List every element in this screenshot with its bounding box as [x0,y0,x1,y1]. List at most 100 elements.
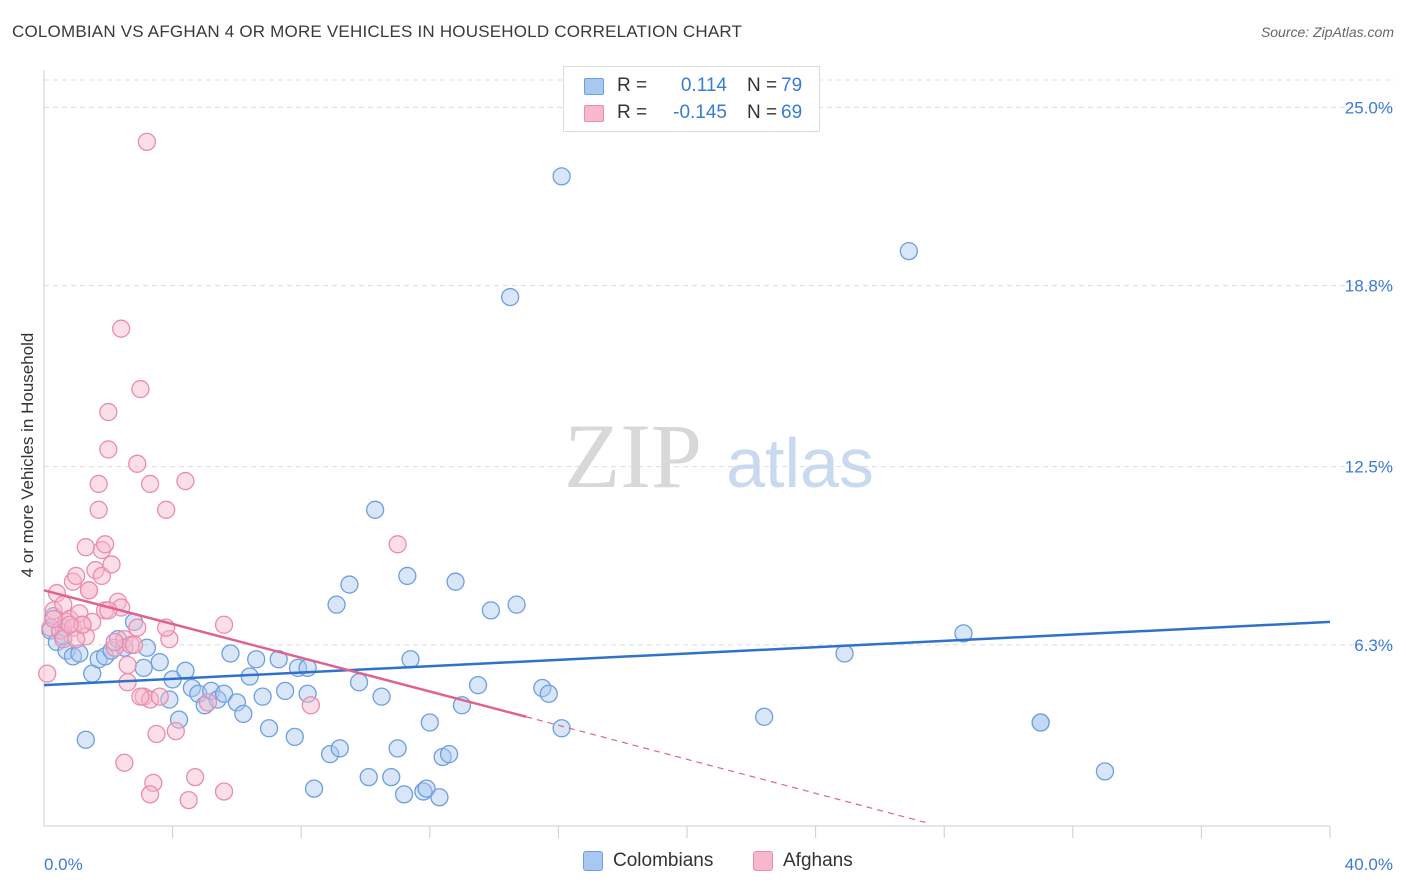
colombians-point [340,575,359,594]
afghans-point [79,581,99,600]
afghans-point [150,687,169,706]
n-label: N = [747,102,778,123]
colombians-point [899,241,918,261]
afghans-point [140,785,160,804]
y-tick-label: 25.0% [1345,98,1393,117]
afghans-swatch-icon [584,104,604,122]
afghans-point [99,402,118,422]
colombians-point [414,782,433,801]
r-value-afghans: -0.145 [673,102,727,123]
afghans-point [102,555,121,574]
colombians-point [755,707,774,726]
afghans-point [118,655,137,675]
correlation-legend: R = 0.114 N = 79 R = -0.145 N = 69 [563,66,820,132]
n-label: N = [747,75,778,96]
legend-item-afghans[interactable]: Afghans [753,850,853,872]
y-axis-label: 4 or more Vehicles in Household [18,333,37,578]
legend-label-afghans: Afghans [783,850,853,871]
colombians-point [398,566,417,586]
colombians-swatch-icon [584,77,604,95]
afghans-point [89,474,108,494]
colombians-point [1095,762,1115,781]
afghans-point [112,319,131,338]
colombians-point [481,601,501,620]
afghans-point [131,379,150,399]
legend-row-afghans: R = -0.145 N = 69 [584,101,802,125]
n-value-colombians: 79 [781,75,803,96]
afghans-point [301,696,320,715]
colombians-point [76,730,95,749]
colombians-point [954,624,973,643]
colombians-point [539,684,558,703]
afghans-point [95,535,115,554]
afghans-point [166,721,185,741]
labels-layer: 6.3% 12.5% 18.8% 25.0% 0.0% 40.0% 4 or more Ve… [18,98,1393,874]
colombians-trend-line [43,620,1331,687]
afghans-point [63,572,83,591]
afghans-point [73,615,92,634]
legend-item-colombians[interactable]: Colombians [583,850,713,872]
afghans-trend-extension [526,716,929,824]
afghans-point [124,635,144,655]
colombians-point [507,595,526,614]
colombians-point [446,572,465,591]
chart-title: COLOMBIAN VS AFGHAN 4 OR MORE VEHICLES I… [12,22,743,41]
colombians-point [349,673,369,692]
afghans-point [160,630,179,649]
colombians-point [552,167,571,186]
colombians-point [430,788,449,807]
colombians-point [327,595,346,614]
colombians-point [214,684,234,703]
afghans-point [131,687,150,706]
afghans-point [89,500,108,519]
afghans-point [115,753,134,772]
n-value-afghans: 69 [781,102,803,123]
afghans-point [140,474,160,494]
colombians-point [259,719,279,738]
afghans-point [38,664,57,683]
afghans-point [60,615,79,634]
afghans-point [137,132,157,152]
legend-row-colombians: R = 0.114 N = 79 [584,74,802,98]
colombians-point [247,650,266,669]
colombians-point [134,658,153,678]
colombians-point [253,687,272,706]
watermark-atlas: atlas [726,424,874,502]
colombians-point [285,727,304,747]
colombians-point [372,687,391,706]
r-label: R = [617,102,648,123]
afghans-point [198,693,218,712]
colombians-point [835,644,854,663]
afghans-point [157,500,176,519]
trend-layer [43,589,1331,824]
afghans-point [128,454,147,473]
x-tick-label: 0.0% [44,855,83,874]
colombians-point [417,779,436,798]
colombians-point [330,739,349,758]
afghans-point [214,782,234,801]
colombians-point [275,681,295,701]
colombians-point [150,653,169,672]
afghans-point [185,767,205,787]
r-label: R = [617,75,648,96]
afghans-point [147,724,166,744]
y-tick-label: 18.8% [1345,277,1393,296]
colombians-point [298,684,317,703]
colombians-point [388,739,407,758]
source-label: Source: ZipAtlas.com [1260,24,1394,40]
afghans-point [388,535,407,554]
afghans-point [44,609,63,629]
afghans-point [105,632,124,652]
colombians-point [365,500,385,519]
afghans-point [76,538,95,557]
legend-label-colombians: Colombians [613,850,714,871]
x-tick-label: 40.0% [1345,855,1393,874]
colombians-point [501,287,520,307]
colombians-point [320,744,340,764]
r-value-colombians: 0.114 [680,75,727,96]
colombians-point [468,675,488,695]
colombians-point [359,767,378,787]
series-legend: Colombians Afghans [0,850,1406,878]
afghans-legend-icon [753,851,773,871]
